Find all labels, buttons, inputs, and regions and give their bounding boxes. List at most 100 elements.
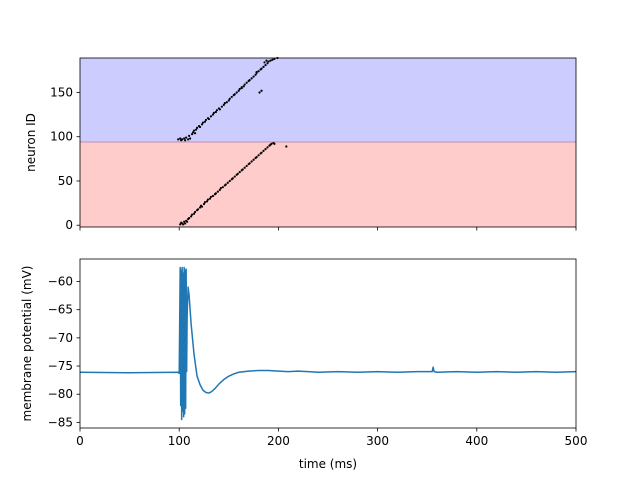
spike-point (221, 186, 224, 189)
spike-point (252, 158, 255, 161)
spike-point (265, 59, 268, 62)
spike-point (200, 123, 204, 126)
voltage-x-tick-label: 300 (366, 434, 389, 448)
spike-point (225, 101, 228, 104)
spike-point (185, 136, 188, 139)
spike-point (190, 215, 193, 218)
spike-point (195, 126, 199, 130)
raster-plot-frame (79, 57, 577, 228)
spike-point (252, 75, 255, 78)
voltage-y-axis-label: membrane potential (mV) (20, 266, 34, 422)
spike-point (226, 181, 229, 184)
spike-point (235, 91, 238, 94)
voltage-y-tick-label: −60 (48, 275, 73, 289)
spike-point (243, 83, 246, 86)
spike-point (183, 137, 186, 140)
membrane-potential-line (79, 266, 577, 421)
spike-point (186, 220, 189, 223)
spike-point (266, 62, 269, 65)
spike-point (254, 73, 257, 76)
spike-point (193, 210, 197, 214)
raster-y-axis-label: neuron ID (24, 113, 38, 172)
spike-point (243, 166, 246, 169)
spike-point (230, 95, 233, 99)
spike-point (285, 145, 288, 148)
spike-point (207, 117, 211, 121)
spike-point (241, 168, 244, 171)
spike-point (194, 128, 198, 131)
spike-point (181, 138, 184, 141)
spike-point (248, 79, 251, 82)
spike-point (266, 146, 269, 149)
spike-point (236, 172, 239, 176)
spike-point (237, 89, 240, 92)
spike-point (208, 197, 212, 200)
spike-point (223, 102, 226, 105)
spike-point (250, 77, 253, 80)
voltage-x-axis-label: time (ms) (299, 457, 357, 471)
spike-point (258, 91, 261, 94)
spike-point (179, 137, 182, 140)
spike-point (188, 217, 191, 220)
spike-point (204, 118, 208, 122)
spike-point (255, 155, 258, 159)
spike-point (196, 208, 200, 211)
spike-point (211, 113, 215, 116)
spike-point (228, 97, 231, 100)
spike-point (240, 86, 243, 89)
spike-point (177, 138, 180, 141)
spike-point (242, 85, 245, 88)
spike-point (211, 194, 215, 198)
spike-point (248, 162, 251, 165)
spike-point (271, 58, 274, 61)
spike-point (273, 142, 276, 145)
spike-point (192, 129, 196, 132)
spike-point (227, 99, 230, 102)
spike-point (192, 212, 196, 215)
spike-point (193, 132, 197, 135)
spike-point (215, 109, 218, 112)
spike-point (267, 60, 270, 63)
spike-point (184, 222, 187, 225)
spike-point (218, 188, 221, 191)
spike-point (238, 171, 241, 174)
spike-point (206, 198, 210, 201)
spike-point (190, 132, 194, 136)
spike-point (245, 164, 248, 168)
spike-point (260, 151, 263, 154)
raster-y-tick-label: 100 (50, 130, 73, 144)
spike-point (205, 200, 209, 203)
spike-point (182, 223, 185, 226)
population-region-1 (80, 58, 576, 143)
spike-point (269, 143, 272, 146)
spike-point (214, 192, 218, 195)
raster-plot-axes: 0 50 100 150 neuron ID (24, 56, 577, 232)
raster-y-tick-label: 0 (65, 218, 73, 232)
spike-point (264, 63, 267, 67)
spike-point (233, 93, 236, 96)
voltage-y-tick-label: −80 (48, 387, 73, 401)
voltage-x-tick-label: 500 (565, 434, 588, 448)
voltage-x-tick-label: 100 (168, 434, 191, 448)
voltage-y-tick-label: −75 (48, 359, 73, 373)
spike-point (260, 67, 263, 70)
spike-point (209, 195, 213, 199)
spike-point (190, 213, 194, 216)
voltage-y-tick-label: −65 (48, 303, 73, 317)
raster-y-tick-label: 150 (50, 86, 73, 100)
spike-point (209, 115, 213, 118)
spike-point (262, 65, 265, 68)
spike-point (201, 121, 205, 124)
spike-point (231, 177, 234, 180)
spike-point (216, 190, 219, 193)
spike-point (179, 223, 182, 226)
spike-point (220, 105, 223, 108)
spike-point (183, 220, 186, 223)
spike-point (203, 201, 207, 204)
spike-point (187, 138, 190, 141)
spike-point (233, 175, 236, 178)
spike-point (222, 103, 225, 106)
spike-point (219, 186, 222, 190)
spike-point (203, 120, 207, 123)
spike-point (228, 179, 231, 183)
